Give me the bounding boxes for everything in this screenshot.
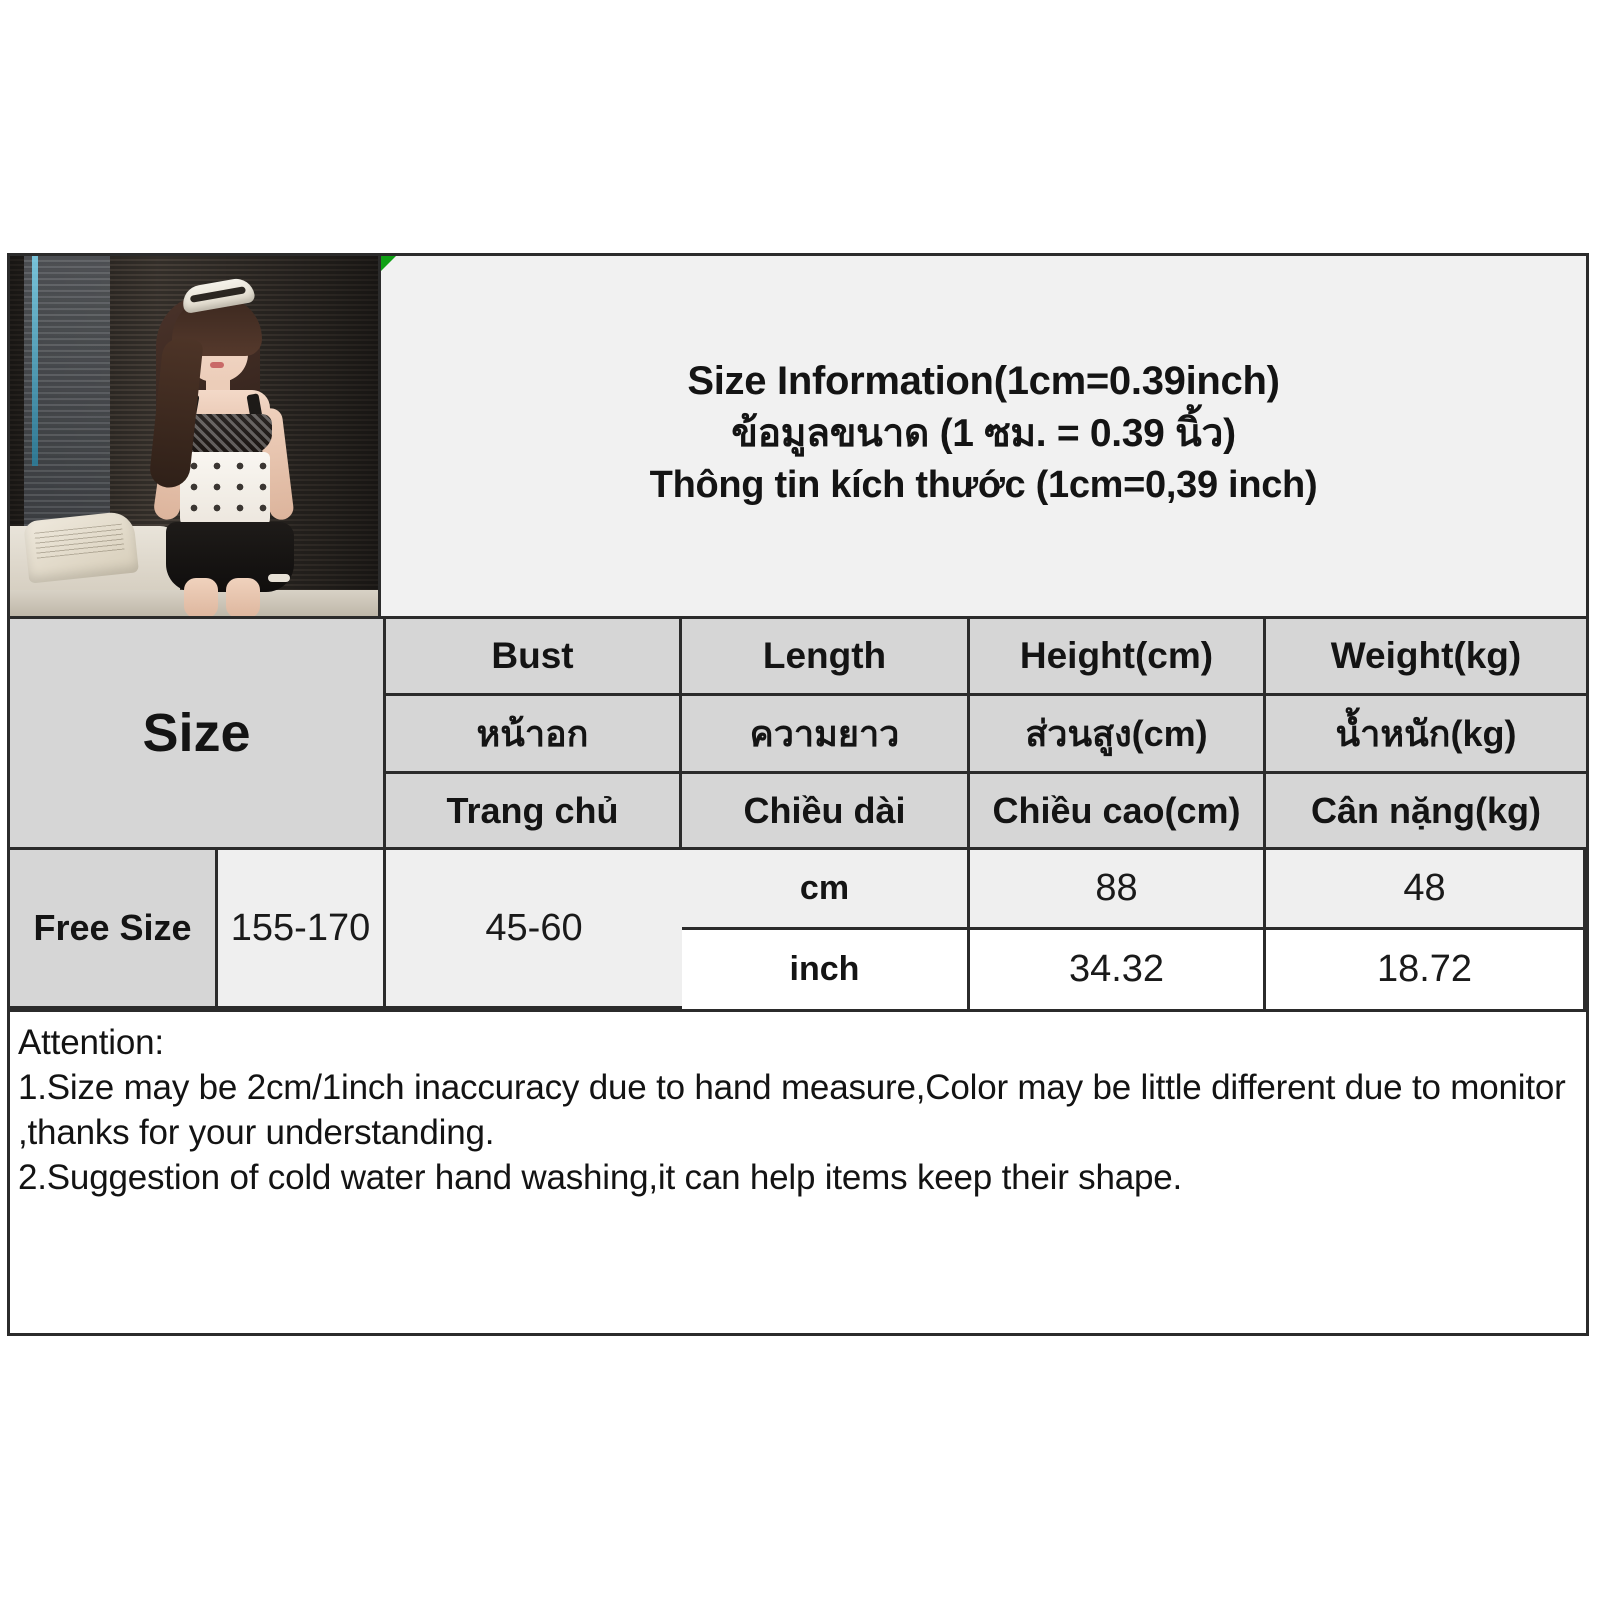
photo-blue-light-streak (32, 256, 38, 466)
title-vietnamese: Thông tin kích thước (1cm=0,39 inch) (649, 464, 1318, 507)
value-bust-cm: 88 (970, 850, 1266, 930)
green-triangle-marker (381, 256, 396, 271)
attention-note-1: 1.Size may be 2cm/1inch inaccuracy due t… (18, 1068, 1566, 1153)
header-bust-th: หน้าอก (386, 696, 682, 774)
attention-block: Attention: 1.Size may be 2cm/1inch inacc… (10, 1012, 1586, 1333)
size-chart: Size Information(1cm=0.39inch) ข้อมูลขนา… (7, 253, 1589, 1336)
camisole-polka-dot-body (180, 452, 270, 530)
model-left-leg (184, 578, 218, 616)
title-thai: ข้อมูลขนาด (1 ซม. = 0.39 นิ้ว) (731, 412, 1236, 456)
product-photo (10, 256, 381, 616)
header-height-vi: Chiều cao(cm) (970, 774, 1266, 850)
header-length-vi: Chiều dài (682, 774, 970, 850)
unit-cm-label: cm (682, 850, 970, 930)
row-label-free-size: Free Size (10, 850, 218, 1009)
value-weight-range: 45-60 (386, 850, 682, 1009)
header-bust-en: Bust (386, 619, 682, 696)
title-block: Size Information(1cm=0.39inch) ข้อมูลขนา… (381, 256, 1586, 616)
unit-inch-label: inch (682, 930, 970, 1009)
header-weight-vi: Cân nặng(kg) (1266, 774, 1586, 850)
value-length-cm: 48 (1266, 850, 1586, 930)
attention-note-2: 2.Suggestion of cold water hand washing,… (18, 1158, 1183, 1198)
title-english: Size Information(1cm=0.39inch) (687, 358, 1280, 403)
header-weight-th: น้ำหนัก(kg) (1266, 696, 1586, 774)
value-length-inch: 18.72 (1266, 930, 1586, 1009)
attention-heading: Attention: (18, 1023, 164, 1062)
header-bust-vi: Trang chủ (386, 774, 682, 850)
value-bust-inch: 34.32 (970, 930, 1266, 1009)
size-column-label: Size (10, 619, 386, 850)
header-length-en: Length (682, 619, 970, 696)
photo-model-figure (122, 275, 332, 616)
model-right-leg (226, 578, 260, 616)
value-height-range: 155-170 (218, 850, 386, 1009)
header-weight-en: Weight(kg) (1266, 619, 1586, 696)
header-length-th: ความยาว (682, 696, 970, 774)
chart-top-band: Size Information(1cm=0.39inch) ข้อมูลขนา… (10, 256, 1586, 619)
model-lips (210, 362, 224, 368)
header-height-en: Height(cm) (970, 619, 1266, 696)
measurements-table: Size Bust Length Height(cm) Weight(kg) ห… (10, 619, 1586, 1012)
header-height-th: ส่วนสูง(cm) (970, 696, 1266, 774)
